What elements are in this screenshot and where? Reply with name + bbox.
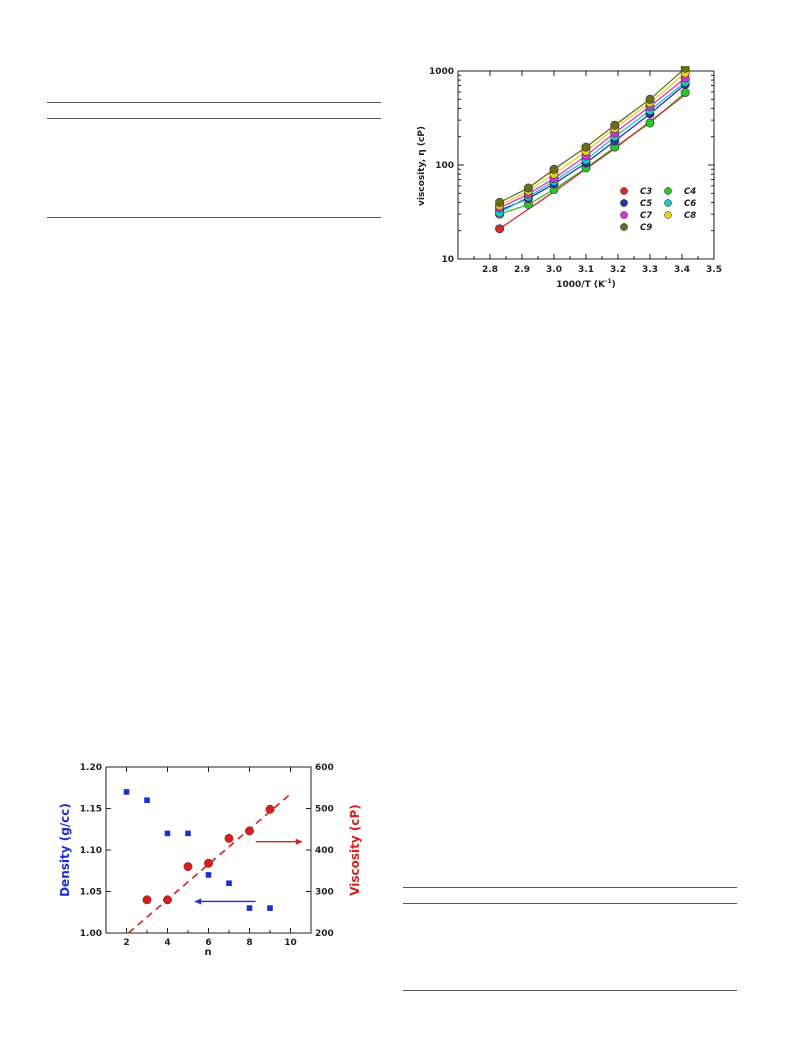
y-right-tick-label: 300: [315, 888, 334, 898]
viscosity-point: [142, 895, 152, 905]
point-c9: [610, 120, 620, 130]
point-c4: [645, 118, 655, 128]
viscosity-point: [224, 833, 234, 843]
point-c9: [581, 142, 591, 152]
y-left-tick-label: 1.00: [80, 929, 102, 939]
viscosity-point: [163, 895, 172, 905]
point-c9: [549, 164, 559, 174]
density-axis-label: Density (g/cc): [58, 803, 72, 897]
legend-marker-c9: [620, 223, 628, 231]
fit-line-c9: [499, 67, 686, 203]
density-point: [226, 880, 232, 886]
viscosity-point: [183, 862, 193, 872]
x-tick-label: 6: [205, 938, 211, 948]
x-axis-label: n: [204, 947, 211, 958]
point-c4: [680, 88, 690, 98]
density-point: [246, 905, 253, 911]
y-left-tick-label: 1.10: [80, 846, 102, 856]
y-tick-label: 10: [441, 255, 454, 265]
x-tick-label: 3.2: [610, 265, 626, 275]
density-point: [164, 830, 171, 837]
y-right-tick-label: 600: [315, 763, 334, 773]
density-arrow-head: [194, 898, 202, 905]
legend-label-c5: C5: [640, 199, 652, 209]
density-viscosity-vs-n-chart: 2 4 6 8 10 1.00 1.05 1.10 1.15 1.20 200 300 400 500 60…: [58, 763, 362, 958]
table-header-rule-1: [47, 118, 381, 119]
viscosity-arrow-head: [295, 838, 303, 845]
legend-marker-c4: [664, 187, 672, 195]
table-top-rule-1: [47, 102, 381, 103]
table-top-rule-2: [403, 887, 737, 888]
y-tick-label: 100: [435, 161, 454, 171]
legend-label-c9: C9: [640, 223, 652, 233]
x-tick-label: 2.8: [482, 265, 498, 275]
x-tick-label: 3.1: [578, 265, 594, 275]
x-tick-label: 4: [164, 938, 170, 948]
x-axis-label: 1000/T (K-1): [556, 278, 616, 290]
y-right-tick-label: 200: [315, 929, 334, 939]
y-left-tick-label: 1.20: [80, 763, 102, 773]
point-c9: [495, 197, 505, 207]
x-tick-label: 3.3: [642, 265, 658, 275]
plot-frame: [105, 766, 312, 934]
legend-label-c8: C8: [684, 211, 696, 221]
legend-marker-c6: [664, 199, 672, 207]
legend-label-c4: C4: [684, 187, 696, 197]
x-tick-label: 2.9: [514, 265, 530, 275]
legend-label-c3: C3: [640, 187, 652, 197]
y-left-tick-label: 1.15: [80, 805, 102, 815]
point-c9: [680, 66, 690, 73]
x-tick-label: 3.5: [706, 265, 722, 275]
point-c9: [523, 183, 533, 193]
y-tick-label: 1000: [429, 67, 454, 77]
viscosity-point: [204, 858, 213, 868]
table-bottom-rule-1: [47, 217, 381, 218]
point-c3: [495, 224, 505, 234]
x-tick-label: 3.4: [674, 265, 690, 275]
density-point: [267, 905, 273, 911]
x-tick-label: 2: [123, 938, 129, 948]
density-point: [123, 789, 130, 795]
legend-label-c6: C6: [684, 199, 696, 209]
y-right-tick-label: 500: [315, 805, 334, 815]
y-left-tick-label: 1.05: [80, 888, 102, 898]
legend-marker-c7: [620, 211, 628, 219]
viscosity-arrhenius-chart: 2.8 2.9 3.0 3.1 3.2 3.3 3.4 3.5 10 100 1000 C3 C4 C5…: [417, 66, 722, 290]
legend-marker-c3: [620, 187, 628, 195]
y-axis-label: viscosity, η (cP): [417, 126, 427, 206]
legend-marker-c8: [664, 211, 672, 219]
density-point: [205, 872, 212, 878]
viscosity-point: [245, 826, 254, 836]
density-point: [185, 830, 191, 837]
table-header-rule-2: [403, 903, 737, 904]
y-right-tick-label: 400: [315, 846, 334, 856]
legend-label-c7: C7: [640, 211, 652, 221]
viscosity-axis-label: Viscosity (cP): [348, 804, 362, 896]
x-tick-label: 3.0: [546, 265, 562, 275]
x-tick-label: 10: [284, 938, 297, 948]
viscosity-point: [265, 804, 275, 814]
point-c9: [645, 94, 655, 104]
table-bottom-rule-2: [403, 990, 737, 991]
density-point: [144, 797, 150, 803]
legend-marker-c5: [620, 199, 628, 207]
x-tick-label: 8: [246, 938, 252, 948]
